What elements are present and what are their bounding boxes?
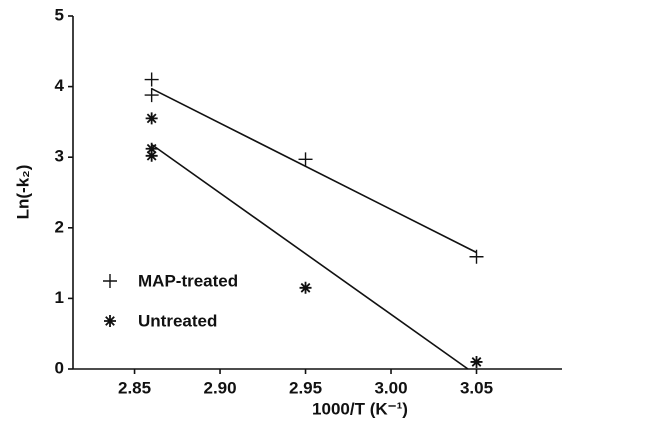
legend-marker xyxy=(103,274,117,288)
data-point xyxy=(298,152,313,167)
y-tick-label: 0 xyxy=(55,358,64,377)
x-axis-label: 1000/T (K⁻¹) xyxy=(312,399,408,418)
x-tick-label: 2.95 xyxy=(289,378,322,397)
x-tick-label: 2.85 xyxy=(118,378,151,397)
y-tick-label: 3 xyxy=(55,147,64,166)
legend-label: Untreated xyxy=(138,311,217,330)
y-tick-label: 2 xyxy=(55,217,64,236)
data-point xyxy=(145,142,158,155)
y-tick-label: 4 xyxy=(55,76,65,95)
data-point xyxy=(145,112,158,125)
fit-line xyxy=(151,88,477,254)
data-point xyxy=(144,88,159,103)
legend-label: MAP-treated xyxy=(138,271,238,290)
fit-line xyxy=(151,143,469,370)
y-tick-label: 1 xyxy=(55,288,64,307)
data-point xyxy=(144,72,159,87)
x-tick-label: 2.90 xyxy=(203,378,236,397)
data-point xyxy=(469,249,484,264)
x-tick-label: 3.00 xyxy=(374,378,407,397)
y-tick-label: 5 xyxy=(55,5,64,24)
y-axis-label: Ln(-k₂) xyxy=(13,165,32,220)
data-point xyxy=(299,281,312,294)
x-tick-label: 3.05 xyxy=(460,378,493,397)
data-point xyxy=(145,149,158,162)
data-point xyxy=(470,355,483,368)
legend-marker xyxy=(104,315,116,327)
